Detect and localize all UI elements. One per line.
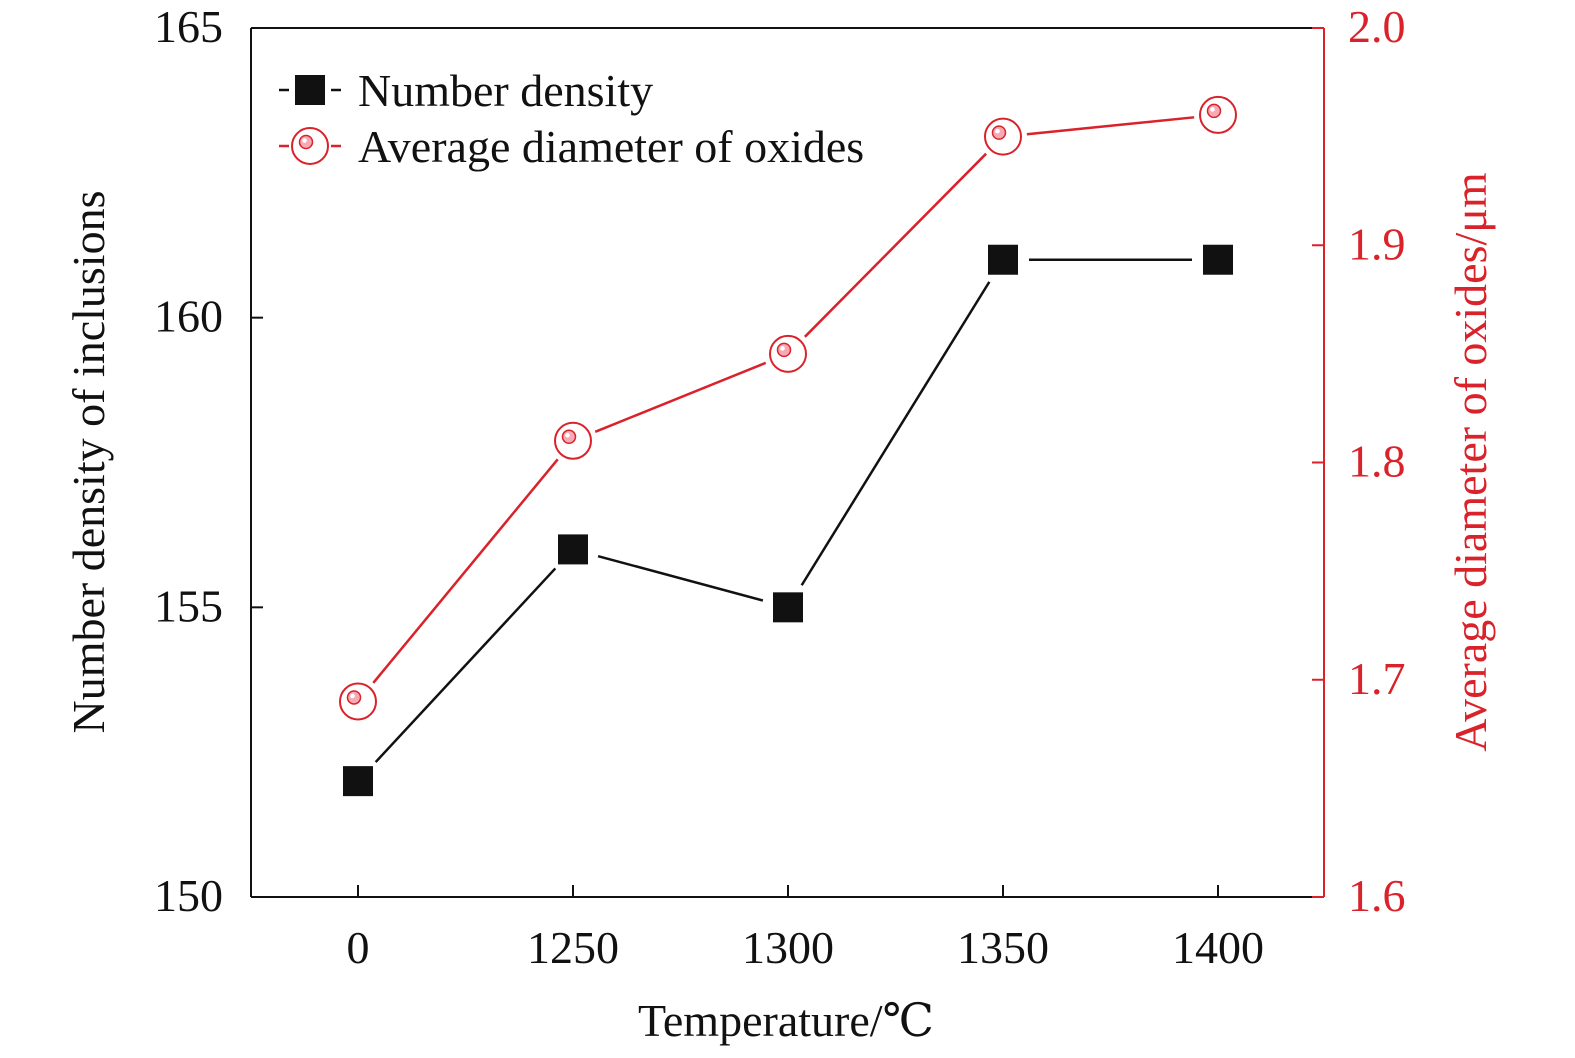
x-tick-label: 0	[347, 922, 370, 973]
legend-label: Number density	[358, 65, 653, 116]
average-diameter-point	[554, 421, 592, 460]
x-tick-label: 1300	[742, 922, 834, 973]
left-y-axis: 150 155 160 165	[154, 1, 263, 921]
circle-marker-highlight	[350, 693, 355, 699]
legend-item: Average diameter of oxides	[279, 121, 864, 172]
right-y-axis-title: Average diameter of oxides/μm	[1445, 172, 1496, 752]
left-tick-label: 165	[154, 1, 223, 52]
average-diameter-line-segment	[803, 152, 988, 338]
x-axis: 0 1250 1300 1350 1400	[347, 885, 1264, 973]
number-density-line-segment	[597, 554, 764, 602]
circle-marker-highlight	[302, 138, 307, 143]
number-density-line-segment	[800, 281, 991, 586]
number-density-point	[343, 766, 373, 797]
left-tick-label: 150	[154, 870, 223, 921]
x-axis-title: Temperature/℃	[638, 995, 934, 1046]
right-tick-label: 1.9	[1348, 218, 1406, 269]
number-density-point	[1203, 244, 1233, 275]
number-density-point	[773, 592, 803, 623]
right-tick-label: 1.8	[1348, 436, 1406, 487]
right-y-axis: 1.6 1.7 1.8 1.9 2.0	[1312, 1, 1406, 921]
average-diameter-point	[1199, 95, 1237, 134]
number-density-line-segment	[374, 567, 557, 763]
legend-label: Average diameter of oxides	[358, 121, 864, 172]
average-diameter-point	[984, 117, 1022, 156]
right-tick-label: 2.0	[1348, 1, 1406, 52]
average-diameter-line-segment	[1026, 116, 1195, 136]
left-tick-label: 155	[154, 580, 223, 631]
circle-marker-highlight	[565, 432, 570, 438]
number-density-point	[988, 244, 1018, 275]
legend-square-marker	[295, 75, 325, 105]
average-diameter-line-segment	[372, 458, 559, 684]
average-diameter-line-segment	[594, 361, 767, 433]
right-tick-label: 1.6	[1348, 870, 1406, 921]
x-tick-label: 1350	[957, 922, 1049, 973]
average-diameter-point	[339, 682, 377, 721]
circle-marker-highlight	[995, 128, 1000, 134]
series-number-density	[343, 244, 1233, 797]
left-tick-label: 160	[154, 291, 223, 342]
legend-item: Number density	[279, 65, 653, 116]
right-tick-label: 1.7	[1348, 653, 1406, 704]
left-y-axis-title: Number density of inclusions	[63, 191, 114, 734]
series-average-diameter	[339, 95, 1237, 721]
number-density-point	[558, 534, 588, 565]
legend-circle-marker	[291, 127, 329, 165]
average-diameter-point	[769, 334, 807, 373]
circle-marker-highlight	[780, 346, 785, 351]
series-layer	[339, 95, 1237, 797]
x-tick-label: 1400	[1172, 922, 1264, 973]
x-tick-label: 1250	[527, 922, 619, 973]
circle-marker-highlight	[1210, 107, 1215, 112]
